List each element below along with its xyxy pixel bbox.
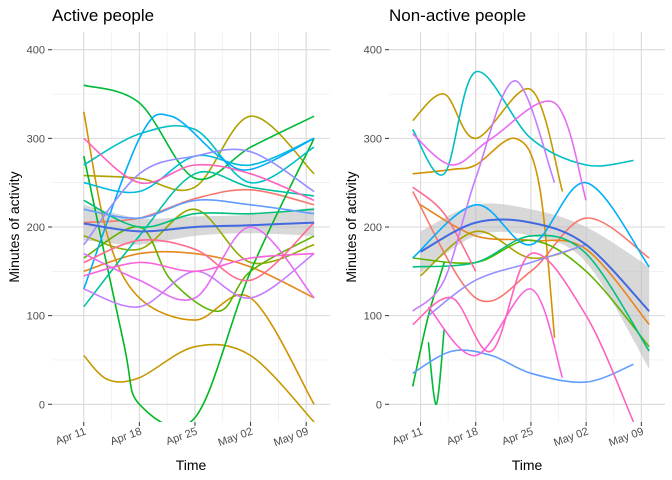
x-axis-label: Time (512, 457, 543, 473)
x-tick-label: Apr 18 (445, 426, 480, 448)
y-tick-label: 200 (27, 222, 45, 234)
series-line (427, 328, 445, 406)
y-tick-label: 0 (376, 399, 382, 411)
x-tick-label: May 02 (552, 426, 590, 450)
series-line (83, 252, 315, 277)
series-line (412, 191, 650, 303)
y-tick-label: 400 (364, 45, 382, 57)
series-line (411, 262, 445, 387)
chart-panel: 0 100 200 300 400 Apr 11 Apr 18 Apr 25 May 02 May… (6, 32, 330, 473)
series-line (83, 137, 315, 202)
y-tick-label: 200 (364, 222, 382, 234)
series-line (83, 199, 315, 228)
series-line (412, 70, 634, 176)
series-line (83, 148, 315, 246)
series-line (412, 100, 587, 201)
y-tick-label: 300 (364, 133, 382, 145)
smooth-confidence-band (420, 203, 650, 369)
chart-title: Non-active people (389, 6, 527, 25)
series-line (83, 111, 315, 405)
x-tick-label: Apr 25 (500, 426, 535, 448)
series-line (427, 243, 587, 317)
x-axis-label: Time (176, 457, 207, 473)
series-line (83, 124, 315, 184)
series-line (83, 138, 315, 422)
plot-area (83, 84, 315, 422)
series-line (412, 252, 635, 422)
series-line (412, 239, 650, 348)
y-axis-label: Minutes of activity (6, 171, 22, 282)
x-tick-label: Apr 18 (109, 426, 144, 448)
y-tick-label: 400 (27, 45, 45, 57)
series-line (427, 288, 564, 378)
series-line (412, 88, 564, 192)
series-line (83, 84, 315, 181)
x-tick-label: Apr 11 (391, 426, 425, 448)
series-line (412, 181, 650, 268)
x-tick-label: May 02 (217, 426, 255, 450)
chart-title: Active people (52, 6, 155, 25)
series-line (83, 222, 315, 282)
smooth-confidence-band (83, 204, 315, 245)
series-line (412, 349, 634, 384)
x-tick-label: May 09 (272, 426, 310, 450)
smooth-trend-line (420, 218, 650, 312)
y-tick-label: 300 (27, 133, 45, 145)
y-tick-label: 0 (39, 399, 45, 411)
series-line (83, 170, 315, 308)
y-tick-label: 100 (27, 311, 45, 323)
series-line (83, 343, 315, 422)
series-line (412, 186, 477, 272)
series-line (412, 79, 556, 312)
x-tick-label: May 09 (607, 426, 645, 450)
x-tick-label: Apr 25 (164, 426, 199, 448)
chart-panel: 0 100 200 300 400 Apr 11 Apr 18 Apr 25 May 02 May… (343, 32, 665, 473)
series-line (83, 188, 315, 224)
plot-area (411, 70, 650, 422)
y-tick-label: 100 (364, 311, 382, 323)
series-line (83, 113, 315, 290)
series-line (412, 234, 650, 352)
series-line (83, 199, 315, 220)
y-axis-label: Minutes of activity (343, 171, 359, 282)
smooth-trend-line (83, 221, 315, 233)
series-line (412, 137, 556, 338)
series-line (83, 208, 315, 265)
series-line (83, 226, 315, 301)
x-tick-label: Apr 11 (54, 426, 88, 448)
